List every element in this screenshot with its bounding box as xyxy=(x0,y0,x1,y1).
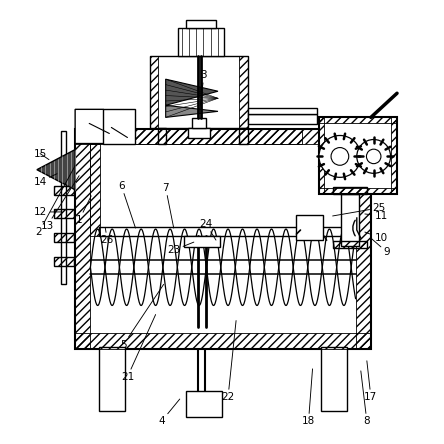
Bar xyxy=(54,186,74,194)
Bar xyxy=(356,128,371,349)
Bar xyxy=(333,186,367,194)
Bar xyxy=(188,128,210,138)
Bar xyxy=(239,56,248,128)
Bar xyxy=(54,209,74,218)
Text: 26: 26 xyxy=(101,228,114,245)
Bar xyxy=(54,258,74,266)
Text: 18: 18 xyxy=(302,369,315,426)
Bar xyxy=(75,128,91,349)
Polygon shape xyxy=(103,109,135,143)
Bar xyxy=(248,108,317,114)
Bar xyxy=(297,215,323,240)
Bar xyxy=(318,117,397,194)
Text: 1: 1 xyxy=(76,196,91,225)
Text: 8: 8 xyxy=(361,371,370,426)
Circle shape xyxy=(366,149,381,164)
Text: 23: 23 xyxy=(167,242,194,255)
Bar xyxy=(75,333,371,349)
Polygon shape xyxy=(37,150,75,190)
Polygon shape xyxy=(166,79,218,105)
Text: 13: 13 xyxy=(40,176,79,231)
Text: 3: 3 xyxy=(200,70,207,109)
Bar xyxy=(75,128,371,143)
Circle shape xyxy=(319,135,361,177)
Bar xyxy=(178,28,224,56)
Text: 21: 21 xyxy=(121,314,155,382)
Text: 14: 14 xyxy=(33,174,57,187)
Bar xyxy=(341,194,359,246)
Bar xyxy=(321,347,347,411)
Polygon shape xyxy=(75,109,135,143)
Bar xyxy=(54,233,74,242)
Text: 22: 22 xyxy=(222,321,236,402)
Text: 25: 25 xyxy=(333,203,385,216)
Bar xyxy=(318,117,324,194)
Circle shape xyxy=(331,147,349,165)
Text: 24: 24 xyxy=(199,219,216,240)
Bar xyxy=(99,227,356,236)
Bar xyxy=(61,131,66,284)
Bar xyxy=(99,347,126,411)
Text: 5: 5 xyxy=(120,284,164,350)
Text: 12: 12 xyxy=(34,207,61,217)
Bar xyxy=(392,117,397,194)
Bar xyxy=(91,143,100,236)
Bar xyxy=(75,130,371,349)
Bar xyxy=(239,128,248,143)
Bar xyxy=(248,114,317,124)
Bar xyxy=(192,118,206,128)
Text: 2: 2 xyxy=(36,166,75,237)
Bar xyxy=(159,128,166,143)
Bar xyxy=(150,56,248,128)
Text: 7: 7 xyxy=(163,183,174,228)
Text: 17: 17 xyxy=(364,361,377,402)
Bar xyxy=(150,56,159,128)
Text: 4: 4 xyxy=(159,399,180,426)
Text: 10: 10 xyxy=(365,232,388,243)
Text: 9: 9 xyxy=(371,238,390,257)
Bar xyxy=(186,20,216,28)
Circle shape xyxy=(357,139,391,173)
Bar xyxy=(135,128,302,143)
Bar xyxy=(318,188,397,194)
Bar xyxy=(184,236,220,247)
Bar xyxy=(186,391,222,417)
Text: 6: 6 xyxy=(118,181,135,228)
Text: 15: 15 xyxy=(33,149,49,160)
Bar xyxy=(318,117,397,123)
Polygon shape xyxy=(166,105,218,117)
Text: 11: 11 xyxy=(365,211,388,221)
Bar xyxy=(333,241,367,248)
